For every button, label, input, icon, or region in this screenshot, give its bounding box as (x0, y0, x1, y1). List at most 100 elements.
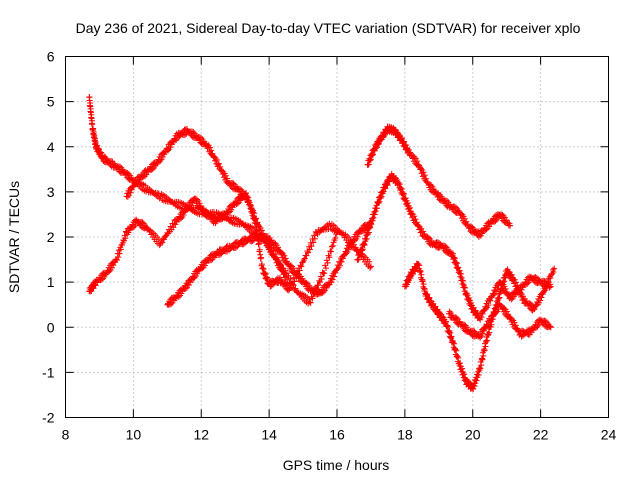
data-point-interp (547, 323, 554, 330)
data-point-interp (479, 310, 486, 317)
data-point-interp (101, 153, 108, 160)
data-point-interp (396, 181, 403, 188)
data-point-interp (500, 281, 507, 288)
y-axis-label: SDTVAR / TECUs (6, 181, 22, 293)
data-point-interp (484, 337, 491, 344)
data-point-interp (185, 282, 192, 289)
data-point-interp (538, 294, 545, 301)
data-point-interp (175, 293, 182, 300)
data-point-interp (143, 171, 150, 178)
data-point-interp (90, 128, 97, 135)
data-point-interp (310, 239, 317, 246)
data-point-interp (471, 383, 478, 390)
data-point-interp (225, 209, 232, 216)
data-point-interp (485, 302, 492, 309)
data-point-interp (308, 243, 315, 250)
data-point-interp (357, 251, 364, 258)
data-point-interp (448, 333, 455, 340)
data-point-interp (398, 186, 405, 193)
data-point-interp (533, 324, 540, 331)
data-point-interp (473, 377, 480, 384)
data-point-interp (99, 270, 106, 277)
data-point-interp (436, 196, 443, 203)
data-point-interp (430, 186, 437, 193)
data-point-interp (222, 172, 229, 179)
data-point-interp (481, 347, 488, 354)
data-point-interp (313, 286, 320, 293)
data-point-interp (542, 318, 549, 325)
data-point-interp (483, 226, 490, 233)
data-point-interp (266, 234, 273, 241)
data-point-interp (311, 290, 318, 297)
data-point (296, 274, 303, 281)
data-point-interp (369, 217, 376, 224)
y-tick-label: 2 (47, 229, 55, 245)
data-point-interp (178, 290, 185, 297)
data-point-interp (404, 200, 411, 207)
data-point-interp (202, 207, 209, 214)
data-point-interp (396, 131, 403, 138)
data-point-interp (398, 134, 405, 141)
data-point-interp (513, 279, 520, 286)
data-point-interp (323, 285, 330, 292)
data-point-interp (258, 254, 265, 261)
data-point-interp (475, 372, 482, 379)
y-tick-label: 0 (47, 319, 55, 335)
data-point-interp (260, 265, 267, 272)
data-point-interp (548, 272, 555, 279)
x-tick-label: 8 (62, 427, 70, 443)
data-point-interp (356, 252, 363, 259)
data-point-interp (546, 279, 553, 286)
data-point-interp (524, 331, 531, 338)
data-point-interp (375, 199, 382, 206)
data-point-interp (455, 264, 462, 271)
data-point-interp (322, 265, 329, 272)
data-point (283, 274, 290, 281)
data-point-interp (499, 211, 506, 218)
data-point-interp (533, 302, 540, 309)
data-point (418, 229, 425, 236)
data-point-interp (329, 242, 336, 249)
y-tick-label: 6 (47, 49, 55, 65)
data-point-interp (406, 204, 413, 211)
data-point-interp (159, 154, 166, 161)
data-point-interp (462, 284, 469, 291)
data-point-interp (117, 246, 124, 253)
data-point-interp (318, 276, 325, 283)
data-point-interp (154, 159, 161, 166)
data-point-interp (175, 134, 182, 141)
data-point-interp (444, 198, 451, 205)
y-tick-label: 4 (47, 139, 55, 155)
data-point-interp (370, 151, 377, 158)
data-point-interp (481, 306, 488, 313)
data-point-interp (443, 318, 450, 325)
data-point-interp (98, 276, 105, 283)
data-point-interp (306, 246, 313, 253)
data-point-interp (211, 153, 218, 160)
data-point-interp (453, 314, 460, 321)
data-point-interp (209, 214, 216, 221)
data-point-interp (139, 219, 146, 226)
data-point-interp (198, 134, 205, 141)
y-tick-label: 1 (47, 274, 55, 290)
data-point-interp (352, 237, 359, 244)
data-point-interp (258, 227, 265, 234)
data-points (86, 94, 558, 392)
data-point-interp (188, 202, 195, 209)
data-point-interp (204, 145, 211, 152)
data-point-interp (262, 237, 269, 244)
data-point-interp (544, 282, 551, 289)
data-point-interp (442, 243, 449, 250)
y-tick-label: 3 (47, 184, 55, 200)
data-point-interp (127, 189, 134, 196)
data-point-interp (367, 156, 374, 163)
data-point-interp (185, 205, 192, 212)
data-point-interp (162, 233, 169, 240)
data-point-interp (298, 263, 305, 270)
data-point-interp (371, 211, 378, 218)
data-point-interp (115, 254, 122, 261)
data-point-interp (341, 251, 348, 258)
data-point-interp (309, 295, 316, 302)
data-point-interp (402, 195, 409, 202)
